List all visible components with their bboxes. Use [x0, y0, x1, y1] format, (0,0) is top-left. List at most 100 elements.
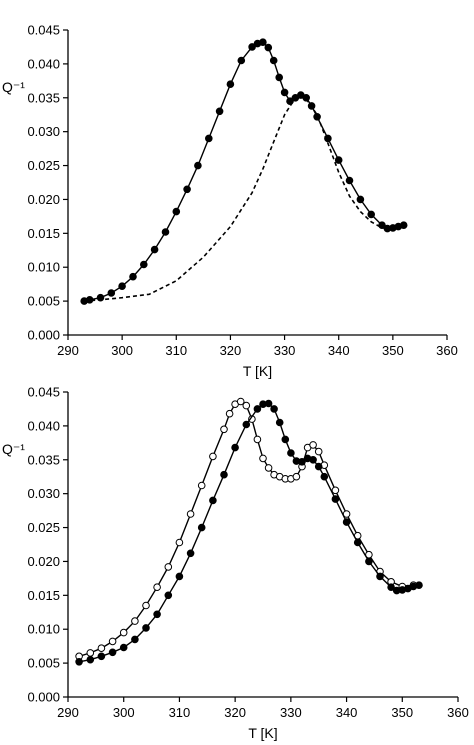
series-1-point — [209, 452, 217, 461]
series-2-point — [97, 652, 106, 661]
series-2-point — [186, 549, 195, 558]
series-1-point — [142, 601, 150, 610]
series-1-point — [220, 425, 228, 434]
y-tick-label: 0.020 — [27, 192, 60, 207]
series-2-point — [175, 572, 184, 581]
series-2-point — [270, 405, 278, 413]
series-2-point — [242, 420, 251, 429]
series-1-point — [194, 161, 202, 170]
series-1-point — [248, 43, 256, 51]
y-tick-label: 0.045 — [27, 385, 60, 400]
series-1-point — [215, 107, 224, 116]
series-1-point — [236, 397, 245, 406]
series-2-point — [86, 655, 95, 664]
series-2-point — [209, 496, 217, 505]
x-tick-label: 290 — [57, 343, 79, 358]
series-1-point — [314, 447, 323, 456]
series-2-point — [281, 435, 290, 444]
y-tick-label: 0.020 — [27, 554, 60, 569]
series-1-point — [280, 88, 289, 97]
y-tick-label: 0.000 — [27, 690, 60, 705]
y-tick-label: 0.005 — [27, 294, 60, 309]
series-2-point — [287, 449, 295, 457]
y-tick-label: 0.000 — [27, 328, 60, 343]
series-2-point — [314, 462, 323, 471]
series-2-point — [353, 538, 362, 547]
series-2-point — [331, 495, 340, 503]
bottom-panel: 0.000 0.005 0.010 0.015 0.020 0.025 0.030 0.035… — [2, 385, 469, 742]
y-tick-label: 0.040 — [27, 56, 60, 71]
series-2-point — [153, 610, 161, 619]
series-2-point — [220, 470, 228, 479]
series-1-point — [269, 56, 278, 65]
series-1-point — [161, 228, 170, 236]
x-tick-label: 360 — [436, 343, 458, 358]
y-tick-label: 0.030 — [27, 124, 60, 139]
series-2-point — [264, 399, 273, 408]
series-1-point — [226, 80, 235, 88]
series-2-point — [275, 418, 284, 427]
x-tick-label: 310 — [165, 343, 187, 358]
x-tick-label: 300 — [111, 343, 133, 358]
series-2-point — [197, 523, 206, 532]
series-1-point — [225, 409, 234, 418]
series-2-point — [365, 557, 373, 566]
series-1-point — [367, 210, 376, 219]
series-2-point — [231, 443, 239, 452]
series-1-point — [264, 464, 273, 472]
x-axis-label: T [K] — [243, 363, 272, 379]
y-tick-label: 0.025 — [27, 158, 60, 173]
series-1-line — [84, 41, 404, 302]
series-1-point — [253, 435, 262, 444]
series-1-point — [108, 637, 117, 646]
y-tick-label: 0.010 — [27, 260, 60, 275]
series-1-point — [275, 73, 284, 82]
series-2-point — [119, 643, 128, 652]
x-tick-label: 330 — [280, 705, 302, 720]
series-1-point — [119, 628, 128, 637]
series-1-point — [334, 156, 343, 164]
x-tick-label: 330 — [274, 343, 296, 358]
y-tick-label: 0.045 — [27, 23, 60, 38]
series-1-point — [197, 481, 206, 490]
x-tick-label: 320 — [220, 343, 242, 358]
x-tick-label: 320 — [224, 705, 246, 720]
series-2-point — [164, 591, 173, 600]
series-1-point — [237, 56, 246, 65]
series-1-point — [183, 185, 191, 194]
y-axis-label: Q⁻¹ — [2, 79, 25, 95]
y-tick-label: 0.030 — [27, 486, 60, 501]
x-tick-label: 300 — [113, 705, 135, 720]
series-2-point — [415, 581, 423, 590]
series-1-point — [129, 272, 137, 281]
top-panel: 0.000 0.005 0.010 0.015 0.020 0.025 0.030 0.035… — [2, 23, 458, 380]
y-tick-label: 0.015 — [27, 226, 60, 241]
x-axis-label: T [K] — [248, 725, 277, 741]
series-1-point — [140, 260, 148, 269]
series-1-line — [78, 400, 414, 657]
series-1-point — [345, 176, 354, 185]
series-2-point — [298, 458, 306, 466]
series-1-point — [118, 282, 126, 291]
series-2-point — [108, 648, 117, 657]
series-1-point — [86, 649, 95, 657]
series-1-point — [175, 538, 184, 547]
series-1-point — [153, 583, 161, 592]
y-tick-label: 0.025 — [27, 520, 60, 535]
series-1-point — [259, 454, 267, 463]
y-tick-label: 0.010 — [27, 622, 60, 637]
series-1-point — [292, 472, 301, 481]
series-2-point — [387, 583, 395, 592]
series-1-point — [242, 401, 251, 410]
series-1-point — [186, 510, 195, 518]
y-axis-label: Q⁻¹ — [2, 441, 25, 457]
series-2-point — [142, 624, 150, 632]
y-tick-label: 0.040 — [27, 418, 60, 433]
series-1-point — [356, 195, 365, 204]
series-2-line — [84, 94, 404, 302]
series-2-point — [309, 456, 317, 464]
series-1-point — [150, 245, 159, 254]
series-1-point — [309, 441, 317, 449]
series-2-point — [376, 572, 384, 581]
